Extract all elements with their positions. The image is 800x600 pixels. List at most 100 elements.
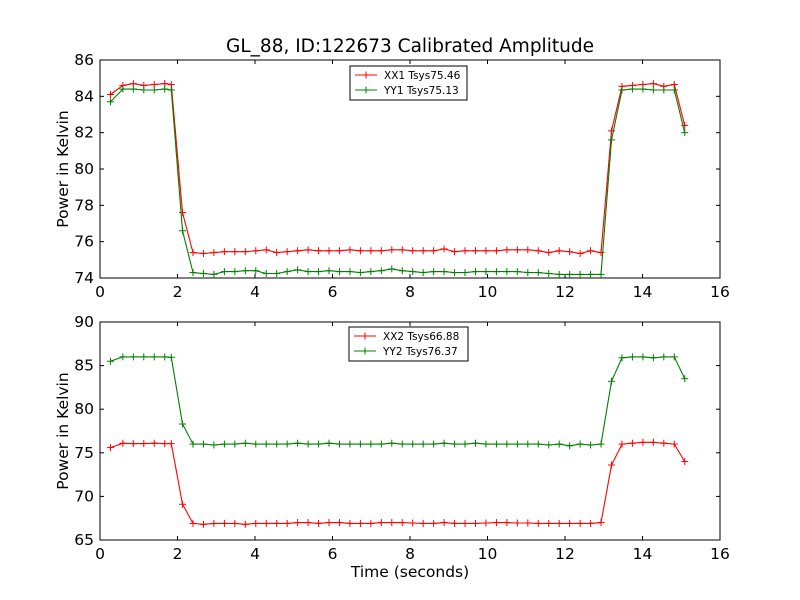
data-point [150,86,158,94]
data-point [129,353,137,361]
data-point [377,247,385,255]
x-tick-label: 14 [633,283,653,301]
data-point [346,440,354,448]
data-point [670,353,678,361]
data-point [179,420,187,428]
data-point [492,519,500,527]
data-point [210,519,218,527]
data-point [356,519,364,527]
data-point [106,91,114,99]
data-point [231,268,239,276]
data-point [346,268,354,276]
data-point [649,354,657,362]
data-point [335,519,343,527]
data-point [231,440,239,448]
legend-label: XX2 Tsys66.88 [383,331,459,343]
data-point [513,519,521,527]
data-point [273,440,281,448]
data-point [398,519,406,527]
top-panel: 0 2 4 6 8 10 12 14 16 74 76 78 80 82 84 86 Power in Kelv… [54,51,730,301]
data-point [199,520,207,528]
data-point [304,246,312,254]
y-tick-label: 90 [74,313,94,331]
data-point [262,519,270,527]
y-tick-label: 80 [74,400,94,418]
legend-box [349,65,468,101]
data-point [628,353,636,361]
data-point [587,441,595,449]
data-point [628,439,636,447]
data-point [639,85,647,93]
y-tick-label: 76 [74,233,94,251]
data-point [252,519,260,527]
data-point [252,440,260,448]
x-tick-label: 4 [250,283,260,301]
data-point [524,519,532,527]
data-point [129,85,137,93]
x-tick-label: 2 [173,283,183,301]
x-tick-label: 10 [478,283,498,301]
data-point [210,249,218,257]
data-point [681,129,689,137]
data-point [140,86,148,94]
data-point [356,440,364,448]
data-point [189,519,197,527]
data-point [451,269,459,277]
data-point [555,519,563,527]
x-tick-label: 8 [405,545,415,563]
data-point [587,247,595,255]
legend: XX1 Tsys75.46 YY1 Tsys75.13 [349,65,468,101]
data-point [503,268,511,276]
data-point [524,440,532,448]
y-axis-title: Power in Kelvin [54,110,72,227]
data-point [367,519,375,527]
x-tick-label: 4 [250,545,260,563]
data-point [681,458,689,466]
data-point [660,439,668,447]
data-point [179,227,187,235]
data-point [241,248,249,256]
data-point [161,353,169,361]
y-tick-label: 70 [74,487,94,505]
data-point [283,268,291,276]
data-point [179,500,187,508]
data-point [377,440,385,448]
x-tick-label: 2 [173,545,183,563]
data-point [273,519,281,527]
data-point [252,247,260,255]
y-tick-label: 84 [74,87,94,105]
x-tick-label: 0 [95,283,105,301]
data-point [618,354,626,362]
data-point [419,247,427,255]
data-point [471,439,479,447]
data-point [398,246,406,254]
data-point [325,519,333,527]
data-point [283,519,291,527]
data-point [167,86,175,94]
data-point [346,246,354,254]
data-point [534,247,542,255]
data-point [315,268,323,276]
data-point [106,98,114,106]
data-point [252,267,260,275]
data-point [283,248,291,256]
data-point [150,353,158,361]
data-point [294,247,302,255]
data-point [315,519,323,527]
data-point [231,248,239,256]
data-point [161,85,169,93]
data-point [576,440,584,448]
data-point [167,353,175,361]
data-point [430,440,438,448]
data-point [670,86,678,94]
x-tick-label: 12 [555,283,575,301]
data-point [440,268,448,276]
data-point [534,440,542,448]
data-point [545,519,553,527]
x-tick-label: 14 [633,545,653,563]
data-point [440,245,448,253]
data-point [597,519,605,527]
data-point [513,246,521,254]
data-point [461,519,469,527]
data-point [335,268,343,276]
